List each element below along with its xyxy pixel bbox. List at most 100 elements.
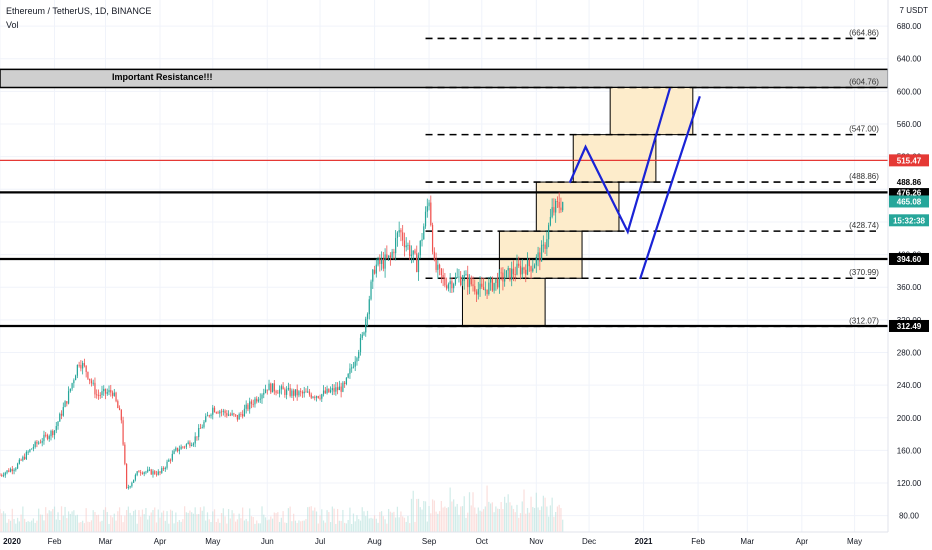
volume-bar: [551, 497, 553, 532]
volume-bar: [417, 498, 420, 532]
candle-body: [474, 286, 476, 292]
grid: [0, 0, 888, 532]
volume-bar: [521, 501, 523, 532]
volume-bar: [106, 512, 108, 532]
volume-bar: [533, 507, 536, 532]
candle-body: [222, 410, 224, 412]
volume-bar: [120, 515, 122, 532]
volume-bar: [366, 510, 369, 532]
candle-body: [74, 375, 77, 381]
candle-body: [18, 459, 20, 464]
candle-body: [535, 256, 537, 266]
volume-bar: [467, 512, 469, 532]
time-tick-label: 2021: [635, 537, 653, 546]
candle-body: [489, 278, 492, 283]
level-488-tag: 488.86: [897, 178, 922, 187]
price-tick-label: 360.00: [897, 283, 922, 292]
volume-bar: [293, 513, 295, 532]
candle-body: [359, 337, 362, 353]
candle-body: [227, 414, 230, 416]
candle-body: [460, 276, 462, 286]
volume-bar: [229, 518, 231, 532]
candle-body: [387, 255, 390, 258]
volume-bar: [32, 518, 35, 532]
volume-bar: [342, 509, 344, 532]
candle-body: [509, 268, 511, 280]
candle-body: [352, 366, 355, 368]
candle-body: [162, 468, 165, 470]
candle-body: [433, 251, 435, 260]
volume-bar: [347, 519, 349, 532]
volume-bar: [426, 521, 428, 532]
volume-bar: [155, 522, 158, 532]
volume-bar: [59, 519, 61, 532]
price-axis: 80.00120.00160.00200.00240.00280.00320.0…: [887, 0, 932, 550]
price-tick-label: 200.00: [897, 414, 922, 423]
candle-body: [303, 391, 305, 394]
volume-bar: [150, 512, 152, 532]
volume-bar: [208, 519, 210, 532]
currency-marker: 7: [899, 6, 904, 15]
volume-bar: [540, 506, 543, 532]
volume-bar: [421, 509, 423, 532]
volume-bar: [294, 520, 297, 532]
volume-bar: [444, 506, 446, 532]
candle-body: [99, 394, 101, 396]
candle-body: [472, 284, 474, 287]
volume-bar: [486, 485, 488, 532]
currency-code: USDT: [906, 6, 928, 15]
candle-body: [300, 391, 302, 393]
volume-bar: [1, 513, 3, 532]
candle-body: [409, 245, 411, 257]
volume-bar: [39, 514, 42, 532]
candle-body: [342, 382, 344, 392]
candle-body: [159, 471, 161, 473]
candle-body: [298, 391, 300, 396]
candle-body: [421, 239, 423, 241]
candle-body: [206, 415, 209, 417]
candle-body: [194, 436, 196, 444]
volume-bar: [458, 514, 460, 532]
candle-body: [391, 251, 393, 258]
candle-body: [59, 413, 61, 422]
price-tick-label: 120.00: [897, 479, 922, 488]
candle-body: [29, 449, 31, 452]
candle-body: [507, 268, 509, 271]
candle-body: [437, 264, 439, 270]
volume-bar: [97, 514, 100, 532]
candle-body: [1, 474, 3, 476]
volume-indicator-label[interactable]: Vol: [6, 20, 19, 30]
volume-bar: [410, 498, 413, 532]
volume-bar: [435, 511, 437, 532]
volume-bar: [361, 507, 363, 532]
volume-bar: [141, 509, 144, 532]
candle-body: [32, 446, 35, 449]
candle-body: [257, 399, 260, 402]
volume-bar: [326, 510, 328, 532]
candle-body: [449, 281, 451, 285]
candle-body: [124, 444, 126, 464]
volume-bar: [523, 489, 525, 532]
volume-bar: [277, 512, 279, 532]
candle-body: [431, 224, 434, 252]
volume-bar: [358, 519, 360, 532]
level-price-tag-bg: [889, 186, 929, 199]
candle-body: [235, 414, 237, 416]
volume-bar: [303, 520, 305, 532]
volume-bar: [171, 510, 173, 532]
volume-bar: [535, 492, 537, 532]
level-price-tag: 394.60: [897, 255, 922, 264]
candle-body: [256, 398, 258, 402]
currency-label[interactable]: 7 USDT: [900, 6, 928, 15]
price-axis-bg: [888, 0, 932, 550]
volume-bar: [481, 511, 483, 532]
candle-body: [127, 487, 129, 489]
candle-body: [498, 272, 501, 288]
candle-body: [22, 456, 24, 461]
volume-bar: [169, 509, 172, 532]
candle-body: [171, 453, 173, 461]
volume-bar: [451, 501, 453, 532]
candle-body: [41, 441, 43, 443]
volume-bar: [157, 509, 159, 532]
